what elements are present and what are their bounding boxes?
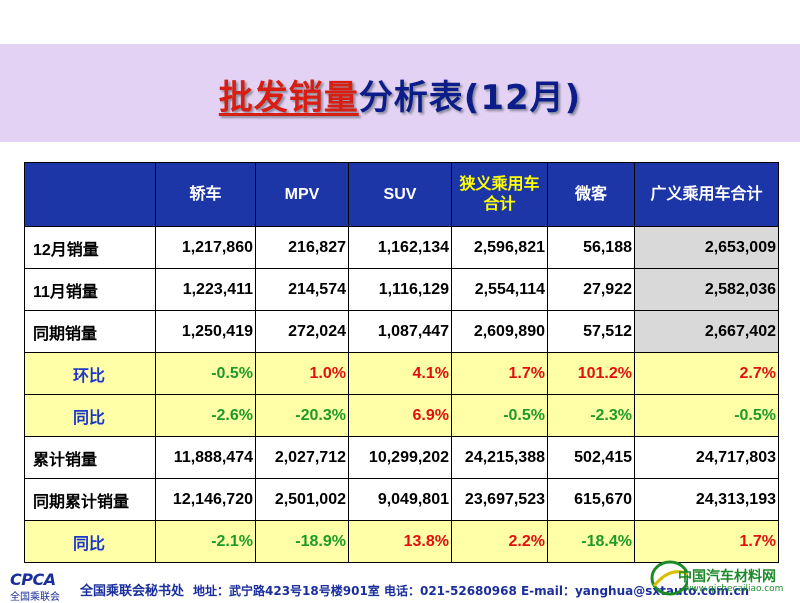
cpca-logo-text: CPCA [10, 570, 56, 589]
table-cell: 12,146,720 [155, 478, 256, 521]
table-row: 累计销量 11,888,474 2,027,712 10,299,202 24,215,… [24, 436, 779, 479]
table-cell: 27,922 [547, 268, 635, 311]
table-cell: -2.6% [155, 394, 256, 437]
header-cell: 轿车 [155, 162, 256, 227]
table-cell: 24,313,193 [634, 478, 779, 521]
title-rest: 分析表(12月) [358, 78, 582, 118]
table-cell: 2,582,036 [634, 268, 779, 311]
header-cell: 微客 [547, 162, 635, 227]
table-cell: 6.9% [348, 394, 452, 437]
table-row: 11月销量 1,223,411 214,574 1,116,129 2,554,114 2… [24, 268, 779, 311]
header-cell: 广义乘用车合计 [634, 162, 779, 227]
table-cell: 2.7% [634, 352, 779, 395]
table-header-row: 轿车 MPV SUV 狭义乘用车合计 微客 广义乘用车合计 [24, 162, 779, 227]
table-cell: -0.5% [451, 394, 548, 437]
row-label: 环比 [24, 352, 156, 395]
sales-table: 轿车 MPV SUV 狭义乘用车合计 微客 广义乘用车合计 12月销量 1,217… [24, 162, 779, 563]
table-cell: 2,596,821 [451, 226, 548, 269]
table-cell: 10,299,202 [348, 436, 452, 479]
table-cell: 272,024 [255, 310, 349, 353]
table-cell: 615,670 [547, 478, 635, 521]
table-cell: -18.9% [255, 520, 349, 563]
table-cell: 1.7% [634, 520, 779, 563]
watermark-swoosh-icon [650, 560, 688, 596]
table-cell: 1.0% [255, 352, 349, 395]
table-cell: -2.3% [547, 394, 635, 437]
table-row: 12月销量 1,217,860 216,827 1,162,134 2,596,821 5… [24, 226, 779, 269]
table-row: 同期累计销量 12,146,720 2,501,002 9,049,801 23,697… [24, 478, 779, 521]
header-cell: SUV [348, 162, 452, 227]
table-cell: -18.4% [547, 520, 635, 563]
cpca-logo-subtitle: 全国乘联会 [10, 592, 60, 603]
row-label: 同比 [24, 394, 156, 437]
table-row: 同比 -2.1% -18.9% 13.8% 2.2% -18.4% 1.7% [24, 520, 779, 563]
header-cell-text: 狭义乘用车合计 [459, 175, 540, 213]
table-cell: 1,250,419 [155, 310, 256, 353]
row-label: 11月销量 [24, 268, 156, 311]
table-cell: -2.1% [155, 520, 256, 563]
table-cell: 1,087,447 [348, 310, 452, 353]
contact-info: 地址：武宁路423号18号楼901室 电话：021-52680968 E-mai… [193, 584, 750, 598]
table-cell: 1,162,134 [348, 226, 452, 269]
table-cell: 101.2% [547, 352, 635, 395]
title-highlight: 批发销量 [218, 78, 359, 118]
row-label: 同期销量 [24, 310, 156, 353]
row-label: 同比 [24, 520, 156, 563]
table-cell: 56,188 [547, 226, 635, 269]
secretariat-label: 全国乘联会秘书处 [80, 584, 185, 599]
watermark: 中国汽车材料网 www.qichecailiao.com [648, 556, 798, 600]
table-cell: -0.5% [155, 352, 256, 395]
table-cell: 2,501,002 [255, 478, 349, 521]
table-row: 同比 -2.6% -20.3% 6.9% -0.5% -2.3% -0.5% [24, 394, 779, 437]
table-cell: 1,223,411 [155, 268, 256, 311]
header-cell: 狭义乘用车合计 [451, 162, 548, 227]
table-cell: -0.5% [634, 394, 779, 437]
header-cell: MPV [255, 162, 349, 227]
table-cell: 2,609,890 [451, 310, 548, 353]
title-band [0, 44, 800, 142]
row-label: 同期累计销量 [24, 478, 156, 521]
table-cell: 23,697,523 [451, 478, 548, 521]
table-cell: 214,574 [255, 268, 349, 311]
table-cell: 1.7% [451, 352, 548, 395]
table-cell: 2,653,009 [634, 226, 779, 269]
table-row: 环比 -0.5% 1.0% 4.1% 1.7% 101.2% 2.7% [24, 352, 779, 395]
table-cell: 502,415 [547, 436, 635, 479]
table-cell: 9,049,801 [348, 478, 452, 521]
watermark-url: www.qichecailiao.com [684, 584, 784, 594]
table-cell: 2.2% [451, 520, 548, 563]
table-cell: 13.8% [348, 520, 452, 563]
table-cell: 4.1% [348, 352, 452, 395]
table-cell: 11,888,474 [155, 436, 256, 479]
header-cell [24, 162, 156, 227]
table-row: 同期销量 1,250,419 272,024 1,087,447 2,609,890 57… [24, 310, 779, 353]
table-cell: 216,827 [255, 226, 349, 269]
table-cell: 24,215,388 [451, 436, 548, 479]
page-title: 批发销量分析表(12月) [0, 70, 800, 119]
table-cell: 1,116,129 [348, 268, 452, 311]
table-cell: 2,554,114 [451, 268, 548, 311]
table-cell: 2,027,712 [255, 436, 349, 479]
row-label: 累计销量 [24, 436, 156, 479]
cpca-logo: CPCA 全国乘联会 [8, 570, 66, 603]
table-cell: 1,217,860 [155, 226, 256, 269]
table-cell: 24,717,803 [634, 436, 779, 479]
table-cell: 2,667,402 [634, 310, 779, 353]
table-cell: -20.3% [255, 394, 349, 437]
watermark-text: 中国汽车材料网 [678, 569, 776, 585]
row-label: 12月销量 [24, 226, 156, 269]
table-cell: 57,512 [547, 310, 635, 353]
